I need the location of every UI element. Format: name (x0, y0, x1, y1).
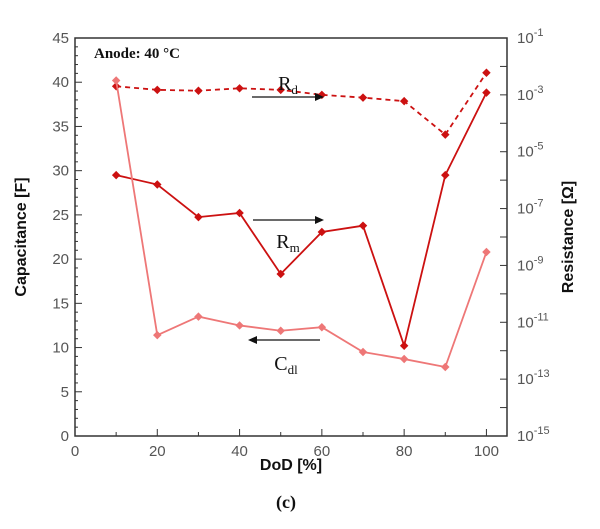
data-point (235, 208, 244, 218)
arrow-head (248, 336, 257, 344)
data-point (194, 312, 203, 321)
x-tick-label: 40 (231, 443, 248, 460)
series-r-d: Rd (111, 68, 491, 139)
y-right-tick-label: 10-5 (517, 141, 543, 161)
y-right-tick-label: 10-11 (517, 311, 549, 331)
x-tick-label: 20 (149, 443, 166, 460)
y-left-tick-label: 40 (52, 74, 69, 91)
y-left-tick-label: 20 (52, 251, 69, 268)
data-point (194, 212, 203, 222)
y-right-tick-label: 10-15 (517, 425, 550, 445)
data-point (399, 354, 409, 364)
y-left-tick-label: 10 (52, 340, 69, 357)
y-left-tick-label: 30 (52, 163, 69, 180)
x-tick-label: 0 (71, 443, 79, 460)
axis-ticks: 0 20 40 60 80 100 0 5 10 15 20 25 30 35 40 45 10-1 10-3 10… (52, 27, 549, 460)
series-c-dl: Cdl (111, 76, 491, 377)
data-point (276, 326, 285, 335)
data-point (317, 227, 327, 237)
data-point (399, 341, 409, 350)
y-left-tick-label: 45 (52, 30, 69, 47)
data-point (153, 330, 162, 340)
series-line (115, 92, 488, 349)
data-point (399, 96, 409, 106)
y-right-tick-label: 10-13 (517, 368, 550, 388)
series-layer: Rd Rm Cdl (111, 68, 491, 377)
arrow-head (315, 216, 324, 224)
data-point (358, 93, 368, 102)
arrow-head (315, 93, 324, 101)
series-label: Rd (278, 73, 298, 97)
x-tick-label: 100 (474, 443, 499, 460)
data-point (441, 130, 450, 139)
y-right-tick-label: 10-1 (517, 27, 543, 47)
data-point (153, 85, 162, 95)
data-point (153, 180, 162, 189)
data-point (111, 170, 121, 180)
data-point (482, 88, 491, 97)
data-point (276, 269, 285, 279)
figure-caption: (c) (276, 492, 296, 513)
data-point (441, 362, 450, 372)
data-point (441, 170, 450, 180)
y-right-tick-label: 10-3 (517, 84, 543, 104)
series-label: Rm (276, 231, 299, 255)
data-point (482, 68, 491, 77)
y-right-tick-label: 10-9 (517, 254, 543, 274)
data-point (317, 322, 327, 332)
data-point (194, 86, 203, 95)
data-point (111, 76, 121, 85)
x-tick-label: 80 (396, 443, 413, 460)
data-point (482, 247, 491, 257)
y-left-tick-label: 5 (61, 384, 69, 401)
y-left-tick-label: 15 (52, 295, 69, 312)
data-point (358, 347, 368, 357)
series-line (116, 72, 488, 136)
x-axis-label: DoD [%] (260, 457, 322, 474)
x-tick-label: 60 (314, 443, 331, 460)
series-line (115, 80, 488, 369)
data-point (235, 321, 244, 330)
annotation-anode: Anode: 40 °C (94, 46, 180, 62)
y-axis-label-right: Resistance [Ω] (560, 181, 577, 293)
series-r-m: Rm (111, 88, 491, 350)
y-left-tick-label: 35 (52, 118, 69, 135)
data-point (235, 84, 244, 93)
y-right-tick-label: 10-7 (517, 198, 543, 218)
series-label: Cdl (274, 353, 298, 377)
data-point (276, 85, 285, 95)
y-left-tick-label: 0 (61, 428, 69, 445)
y-axis-label-left: Capacitance [F] (13, 177, 30, 296)
y-left-tick-label: 25 (52, 207, 69, 224)
data-point (358, 221, 368, 230)
